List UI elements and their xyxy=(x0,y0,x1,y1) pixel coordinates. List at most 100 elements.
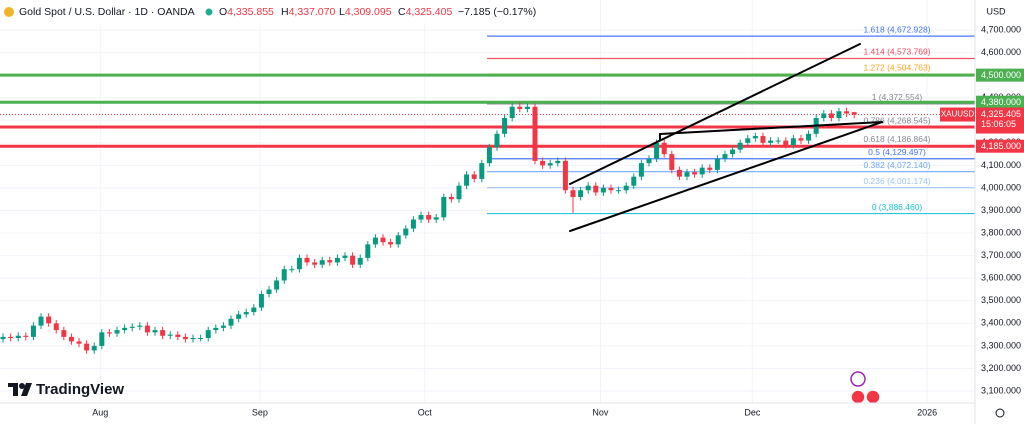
candle-body xyxy=(714,158,720,170)
candle-body xyxy=(23,335,29,337)
y-tick-label: 4,600.000 xyxy=(981,47,1021,57)
candle-body xyxy=(357,257,363,265)
candle-body xyxy=(122,327,128,331)
candle-body xyxy=(15,335,21,339)
fib-label: 0 (3,886.460) xyxy=(872,202,923,212)
candle-body xyxy=(152,330,158,333)
candle-body xyxy=(646,158,652,164)
candle-body xyxy=(502,118,508,134)
fib-label: 1 (4,372.554) xyxy=(872,92,923,102)
candle-body xyxy=(327,260,333,263)
y-tick-label: 4,000.000 xyxy=(981,182,1021,192)
countdown-label: 15:06:05 xyxy=(981,119,1016,129)
candle-body xyxy=(243,312,249,315)
candle-body xyxy=(228,318,234,326)
candle-body xyxy=(623,185,629,191)
ohlc-close: C4,325.405 xyxy=(398,6,452,18)
candle-body xyxy=(555,160,561,164)
candle-body xyxy=(274,280,280,290)
candle-body xyxy=(220,325,226,328)
candle-body xyxy=(175,334,181,337)
ohlc-value: 4,309.095 xyxy=(345,6,392,18)
candle-body xyxy=(76,341,82,344)
price-level-tag xyxy=(976,95,1024,109)
candle-body xyxy=(730,149,736,155)
header-bg xyxy=(0,0,520,24)
x-tick-label: Nov xyxy=(592,407,609,417)
settings-icon[interactable] xyxy=(995,408,1005,418)
candle-body xyxy=(844,111,850,114)
last-price-tag xyxy=(976,107,1024,132)
event-icon xyxy=(850,371,866,387)
ohlc-high: H4,337.070 xyxy=(281,6,335,18)
header: Gold Spot / U.S. Dollar · 1D · OANDA O 4,… xyxy=(0,0,536,24)
candle-body xyxy=(144,325,150,333)
y-tick-label: 3,100.000 xyxy=(981,385,1021,395)
candle-body xyxy=(167,334,173,336)
candle-body xyxy=(836,111,842,119)
price-change: −7.185 (−0.17%) xyxy=(458,6,536,18)
time-axis-bg xyxy=(0,403,975,424)
trendlines xyxy=(569,43,883,232)
candle-body xyxy=(410,219,416,229)
candle-body xyxy=(129,326,135,328)
y-tick-label: 3,400.000 xyxy=(981,318,1021,328)
candle-body xyxy=(676,169,682,177)
price-level-tag xyxy=(976,68,1024,82)
candle-body xyxy=(547,163,553,166)
fib-label: 1.272 (4,504.763) xyxy=(863,62,930,72)
candle-body xyxy=(182,336,188,340)
candle-body xyxy=(821,113,827,119)
x-tick-label: Oct xyxy=(418,407,433,417)
brand: TradingView xyxy=(8,381,124,398)
candle-body xyxy=(654,142,660,159)
candle-body xyxy=(692,172,698,175)
candle-body xyxy=(479,163,485,179)
price-level-label: 4,500.000 xyxy=(981,70,1021,80)
fib-label: 0.5 (4,129.497) xyxy=(868,147,926,157)
candle-body xyxy=(304,257,310,263)
price-level-label: 4,380.000 xyxy=(981,97,1021,107)
y-tick-label: 3,300.000 xyxy=(981,340,1021,350)
candle-body xyxy=(30,325,36,337)
candle-body xyxy=(494,133,500,148)
brand-logo xyxy=(8,383,32,396)
fib-label: 1.414 (4,573.769) xyxy=(863,47,930,57)
candle-body xyxy=(84,343,90,351)
triangle-line xyxy=(659,121,883,135)
candle-body xyxy=(266,289,272,295)
candle-body xyxy=(258,294,264,308)
candle-body xyxy=(289,269,295,271)
ohlc-key: O xyxy=(219,6,227,18)
candle-body xyxy=(251,307,257,313)
candle-body xyxy=(722,154,728,159)
candle-body xyxy=(745,138,751,143)
y-tick-label: 3,200.000 xyxy=(981,363,1021,373)
candle-body xyxy=(418,215,424,220)
x-tick-label: Dec xyxy=(744,407,761,417)
candle-body xyxy=(456,185,462,200)
candle-body xyxy=(707,167,713,170)
ohlc-key: H xyxy=(281,6,289,18)
candle-body xyxy=(296,257,302,270)
candle-body xyxy=(684,172,690,177)
candle-body xyxy=(669,154,675,170)
candle-body xyxy=(828,113,834,119)
candle-body xyxy=(448,196,454,200)
y-tick-label: 3,700.000 xyxy=(981,250,1021,260)
candle-body xyxy=(661,142,667,155)
candle-body xyxy=(760,136,766,143)
candle-body xyxy=(783,140,789,146)
candle-body xyxy=(319,260,325,265)
price-level-label: 4,185.000 xyxy=(981,141,1021,151)
fib-label: 1.618 (4,672.928) xyxy=(863,24,930,34)
candle-body xyxy=(350,255,356,265)
last-price-label: 4,325.405 xyxy=(981,109,1021,119)
symbol-title: Gold Spot / U.S. Dollar · 1D · OANDA xyxy=(19,6,195,18)
candle-body xyxy=(190,338,196,340)
candle-body xyxy=(806,133,812,141)
candle-body xyxy=(46,316,52,324)
ohlc-value: 4,325.405 xyxy=(406,6,453,18)
